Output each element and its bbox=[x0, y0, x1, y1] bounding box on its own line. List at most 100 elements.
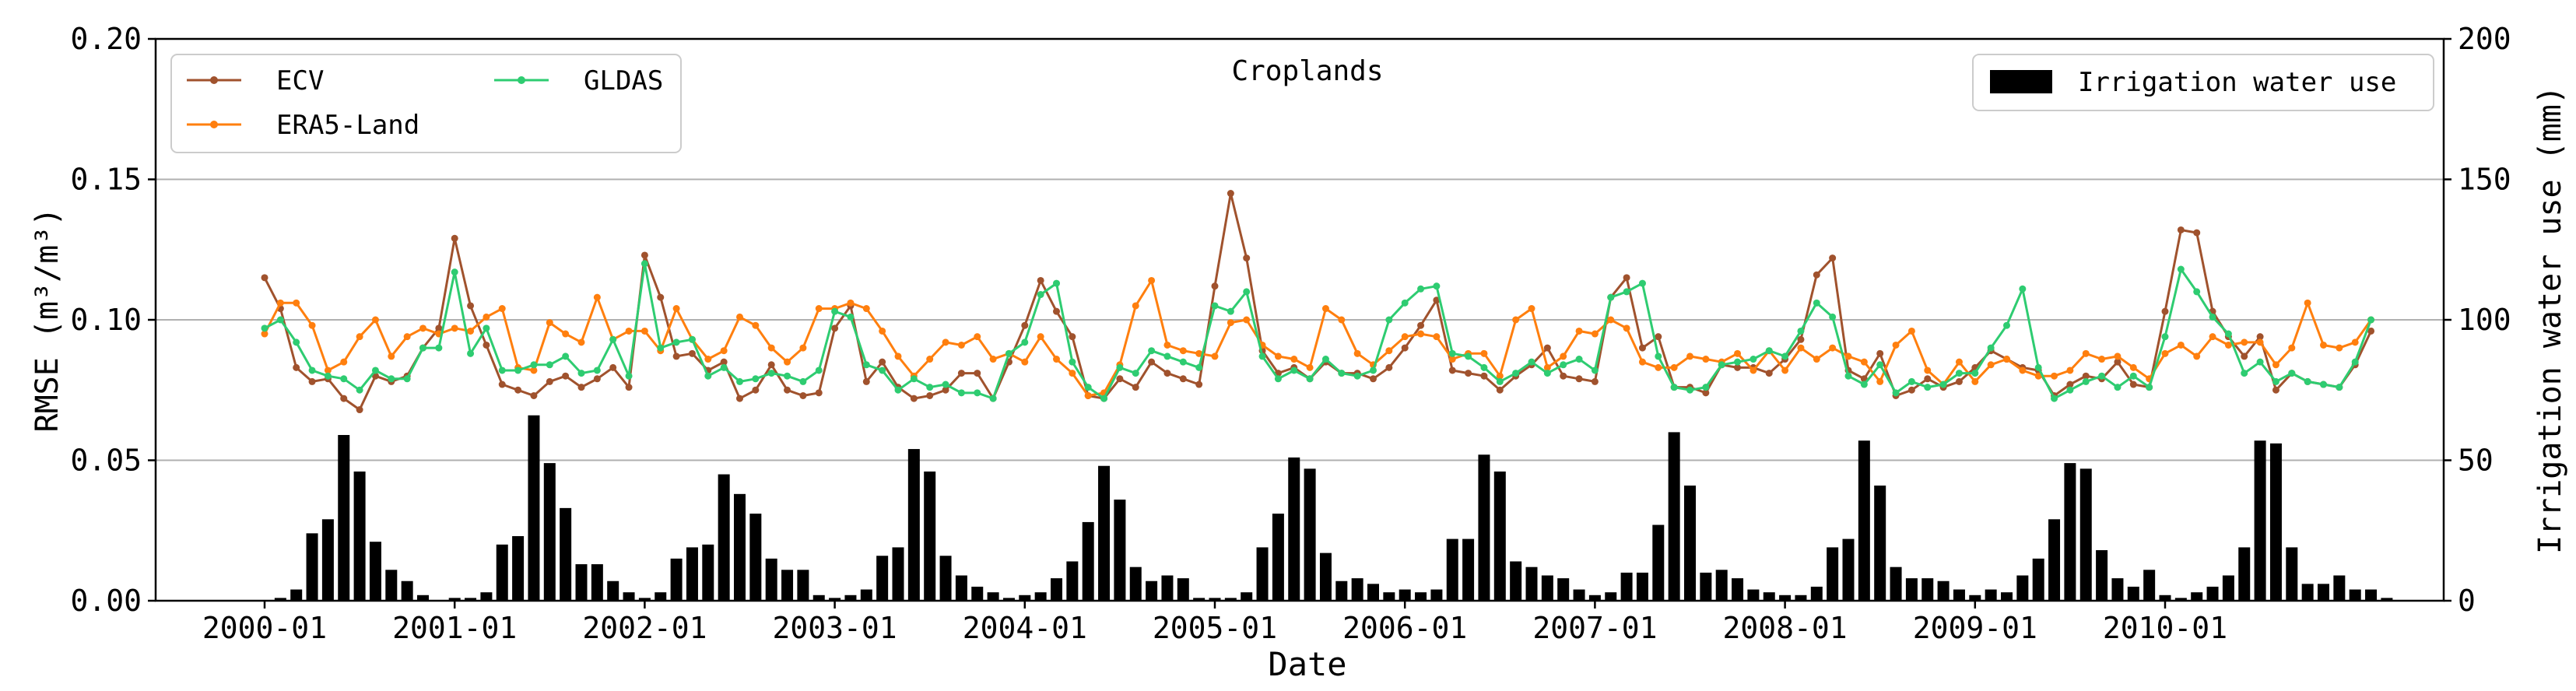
left-y-axis-label: RMSE (m³/m³) bbox=[30, 208, 65, 433]
irrigation-bar bbox=[2096, 550, 2108, 601]
series-point-era5-land bbox=[1797, 344, 1805, 352]
series-point-era5-land bbox=[1385, 347, 1393, 355]
irrigation-bar bbox=[2269, 443, 2282, 601]
irrigation-bar bbox=[2206, 586, 2219, 601]
series-point-ecv bbox=[2177, 226, 2185, 233]
series-point-gldas bbox=[942, 381, 949, 388]
series-point-era5-land bbox=[1496, 372, 1504, 380]
series-point-ecv bbox=[625, 384, 633, 391]
irrigation-bar bbox=[655, 592, 667, 601]
series-point-ecv bbox=[1829, 254, 1837, 262]
irrigation-bar bbox=[1985, 589, 1997, 601]
series-point-era5-land bbox=[1876, 377, 1884, 385]
series-point-era5-land bbox=[1955, 358, 1963, 366]
series-point-ecv bbox=[1179, 375, 1187, 383]
series-point-era5-land bbox=[1321, 305, 1329, 313]
series-point-era5-land bbox=[989, 356, 997, 363]
series-point-gldas bbox=[2051, 395, 2058, 402]
series-point-gldas bbox=[2256, 358, 2264, 366]
series-point-gldas bbox=[1844, 372, 1852, 380]
series-point-gldas bbox=[1037, 291, 1044, 299]
series-point-era5-land bbox=[1306, 363, 1314, 371]
series-point-era5-land bbox=[1148, 276, 1156, 284]
series-point-ecv bbox=[356, 406, 363, 414]
series-point-era5-land bbox=[1274, 353, 1282, 360]
series-point-era5-land bbox=[704, 356, 712, 363]
irrigation-bar bbox=[2365, 589, 2378, 601]
series-point-era5-land bbox=[483, 313, 490, 321]
series-point-era5-land bbox=[2288, 344, 2296, 352]
irrigation-bar bbox=[2064, 463, 2076, 601]
series-point-ecv bbox=[2129, 381, 2137, 388]
irrigation-bar bbox=[765, 558, 777, 601]
irrigation-bar bbox=[2079, 468, 2092, 601]
series-point-ecv bbox=[1955, 377, 1963, 385]
series-point-ecv bbox=[1132, 384, 1139, 391]
series-point-ecv bbox=[1163, 370, 1171, 377]
series-point-gldas bbox=[1243, 288, 1251, 296]
irrigation-bar bbox=[1241, 592, 1253, 601]
series-point-era5-land bbox=[1543, 363, 1551, 371]
series-point-ecv bbox=[974, 370, 981, 377]
irrigation-bar bbox=[1034, 592, 1047, 601]
series-point-gldas bbox=[784, 372, 791, 380]
series-point-gldas bbox=[1638, 279, 1646, 287]
irrigation-bar bbox=[623, 592, 635, 601]
series-point-gldas bbox=[1702, 384, 1710, 391]
series-point-era5-land bbox=[767, 344, 775, 352]
irrigation-bar bbox=[1827, 547, 1839, 601]
right-y-tick-label: 200 bbox=[2458, 22, 2511, 56]
irrigation-bar bbox=[1114, 500, 1126, 601]
series-point-ecv bbox=[514, 386, 522, 394]
right-y-tick-label: 50 bbox=[2458, 444, 2494, 478]
irrigation-bar bbox=[321, 519, 334, 601]
series-point-gldas bbox=[1195, 363, 1203, 371]
series-point-ecv bbox=[1211, 282, 1219, 290]
series-point-ecv bbox=[799, 391, 807, 399]
irrigation-bar bbox=[1795, 595, 1807, 601]
series-point-era5-land bbox=[1338, 316, 1346, 324]
irrigation-bars bbox=[274, 415, 2393, 601]
series-point-era5-land bbox=[1907, 327, 1915, 335]
series-point-era5-land bbox=[1227, 319, 1234, 327]
irrigation-bar bbox=[1937, 581, 1950, 601]
series-point-ecv bbox=[1655, 333, 1662, 341]
irrigation-bar bbox=[924, 471, 936, 601]
series-point-era5-land bbox=[942, 338, 949, 346]
series-point-gldas bbox=[1179, 358, 1187, 366]
series-point-gldas bbox=[957, 389, 965, 397]
series-point-ecv bbox=[1417, 321, 1425, 329]
irrigation-bar bbox=[1810, 586, 1823, 601]
irrigation-bar bbox=[1351, 578, 1363, 601]
left-y-tick-label: 0.10 bbox=[70, 303, 142, 337]
irrigation-bar bbox=[274, 598, 286, 601]
series-line-gldas bbox=[264, 262, 2373, 400]
irrigation-bar bbox=[2318, 584, 2329, 601]
series-point-gldas bbox=[593, 367, 601, 374]
irrigation-bar bbox=[2286, 547, 2298, 601]
series-point-era5-land bbox=[799, 344, 807, 352]
legend-marker-ecv bbox=[210, 76, 218, 84]
series-point-era5-land bbox=[720, 347, 728, 355]
series-point-gldas bbox=[1686, 386, 1693, 394]
irrigation-bar bbox=[781, 570, 794, 601]
irrigation-bar bbox=[1953, 589, 1965, 601]
series-point-era5-land bbox=[498, 305, 506, 313]
series-point-gldas bbox=[2146, 384, 2153, 391]
series-point-gldas bbox=[1939, 381, 1947, 388]
series-point-gldas bbox=[1116, 363, 1124, 371]
series-point-ecv bbox=[2114, 358, 2122, 366]
series-point-gldas bbox=[974, 389, 981, 397]
series-point-era5-land bbox=[356, 333, 363, 341]
irrigation-bar bbox=[1224, 598, 1237, 601]
series-point-era5-land bbox=[1670, 363, 1678, 371]
series-point-gldas bbox=[1670, 384, 1678, 391]
series-point-gldas bbox=[1655, 353, 1662, 360]
series-point-ecv bbox=[1021, 321, 1029, 329]
irrigation-bar bbox=[1573, 589, 1585, 601]
irrigation-bar bbox=[2222, 575, 2234, 601]
series-point-era5-land bbox=[308, 321, 316, 329]
series-point-era5-land bbox=[593, 293, 601, 301]
series-point-gldas bbox=[2161, 333, 2169, 341]
series-point-ecv bbox=[784, 386, 791, 394]
